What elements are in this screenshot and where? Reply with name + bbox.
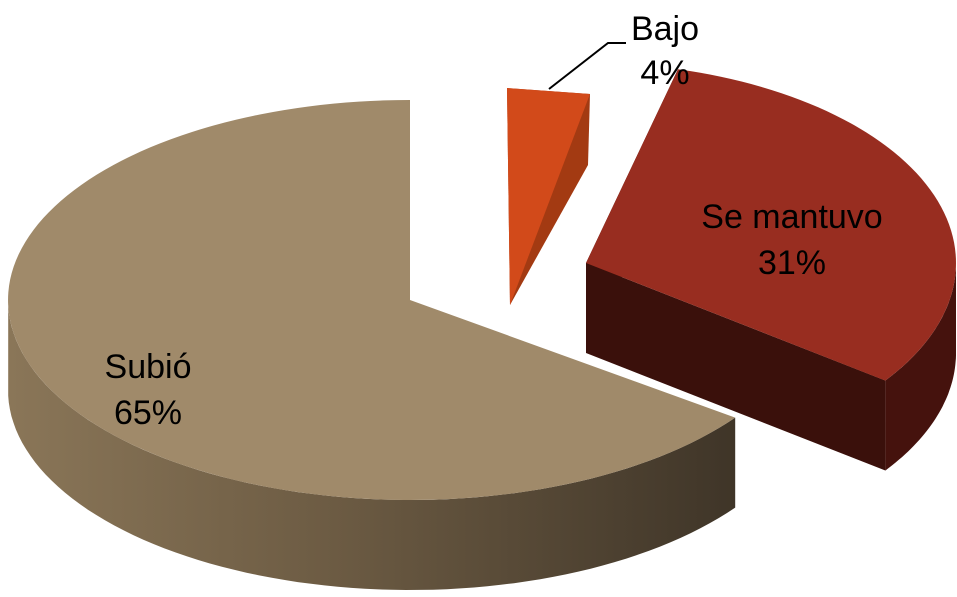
data-label-value-2: 31% (758, 244, 826, 282)
slice-se-mantuvo-top (586, 69, 956, 381)
slice-bajo-top (507, 88, 590, 305)
slice-subio-side (8, 305, 736, 590)
slice-subio (8, 100, 736, 590)
leader-line-bajo (548, 42, 626, 90)
data-label-value-1: 4% (640, 54, 689, 92)
slice-se-mantuvo-side (885, 265, 956, 471)
data-label-name-1: Bajo (631, 10, 699, 48)
data-label-name-0: Subió (105, 348, 192, 386)
slice-subio-top (8, 100, 736, 501)
slice-bajo (507, 88, 590, 305)
slice-se-mantuvo-cut-face (586, 263, 886, 471)
data-label-value-0: 65% (114, 394, 182, 432)
data-label-name-2: Se mantuvo (701, 198, 882, 236)
slice-se-mantuvo (586, 69, 956, 471)
